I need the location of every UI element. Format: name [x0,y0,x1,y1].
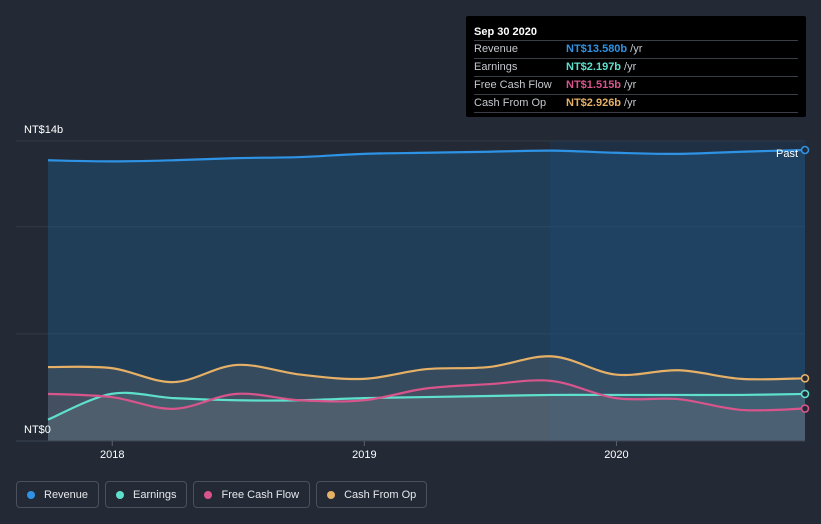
legend-label: Free Cash Flow [221,488,300,501]
tooltip-label: Cash From Op [474,97,547,109]
series-lines [47,148,806,421]
tooltip-label: Revenue [474,43,519,55]
legend-dot-icon [204,490,213,499]
legend-label: Cash From Op [344,488,417,501]
x-axis: 2018 2019 2020 [100,441,629,461]
endpoint-revenue [800,145,810,155]
legend-dot-icon [116,490,125,499]
tooltip-date: Sep 30 2020 [474,26,537,38]
legend-item-cash-from-op[interactable]: Cash From Op [316,481,428,508]
area-cash-from-op [48,356,805,441]
y-tick-label: NT$14b [24,124,63,136]
legend-dot-icon [327,490,336,499]
past-label: Past [776,148,798,160]
legend-item-revenue[interactable]: Revenue [16,481,100,508]
tooltip-row-free-cash-flow: Free Cash Flow NT$1.515b /yr [474,76,798,94]
line-earnings [47,391,806,421]
line-cash-from-op [47,355,806,384]
x-tick-label: 2020 [604,449,628,461]
legend-item-earnings[interactable]: Earnings [105,481,188,508]
endpoint-earnings [800,389,810,399]
tooltip-value: NT$13.580b [566,43,628,55]
area-free-cash-flow [48,380,805,441]
x-tick-label: 2019 [352,449,376,461]
legend-label: Earnings [133,488,177,501]
tooltip-row-revenue: Revenue NT$13.580b /yr [474,40,798,58]
area-earnings [48,392,805,441]
tooltip: Sep 30 2020 Revenue NT$13.580b /yr Earni… [466,16,806,117]
tooltip-unit: /yr [624,61,637,73]
tooltip-value: NT$2.926b [566,97,622,109]
line-free-cash-flow [47,379,806,412]
series-endpoints [800,145,810,413]
tooltip-unit: /yr [624,97,637,109]
tooltip-unit: /yr [630,43,643,55]
tooltip-label: Free Cash Flow [474,79,552,91]
tooltip-row-earnings: Earnings NT$2.197b /yr [474,58,798,76]
tooltip-value: NT$1.515b [566,79,622,91]
legend-item-free-cash-flow[interactable]: Free Cash Flow [193,481,311,508]
chart-area: NT$14b NT$0 2018 2019 2020 Past [16,124,810,461]
y-tick-label: NT$0 [24,424,51,436]
tooltip-value: NT$2.197b [566,61,622,73]
line-revenue [47,148,806,163]
legend-dot-icon [27,490,35,499]
y-axis: NT$14b NT$0 [24,124,63,436]
endpoint-cash-from-op [800,373,810,383]
legend: Revenue Earnings Free Cash Flow Cash Fro… [16,481,428,508]
legend-label: Revenue [44,488,89,501]
tooltip-label: Earnings [474,61,518,73]
tooltip-unit: /yr [624,79,637,91]
tooltip-row-cash-from-op: Cash From Op NT$2.926b /yr [474,94,798,113]
series-areas [48,150,805,441]
endpoint-free-cash-flow [800,404,810,413]
area-revenue [48,150,805,441]
x-tick-label: 2018 [100,449,124,461]
